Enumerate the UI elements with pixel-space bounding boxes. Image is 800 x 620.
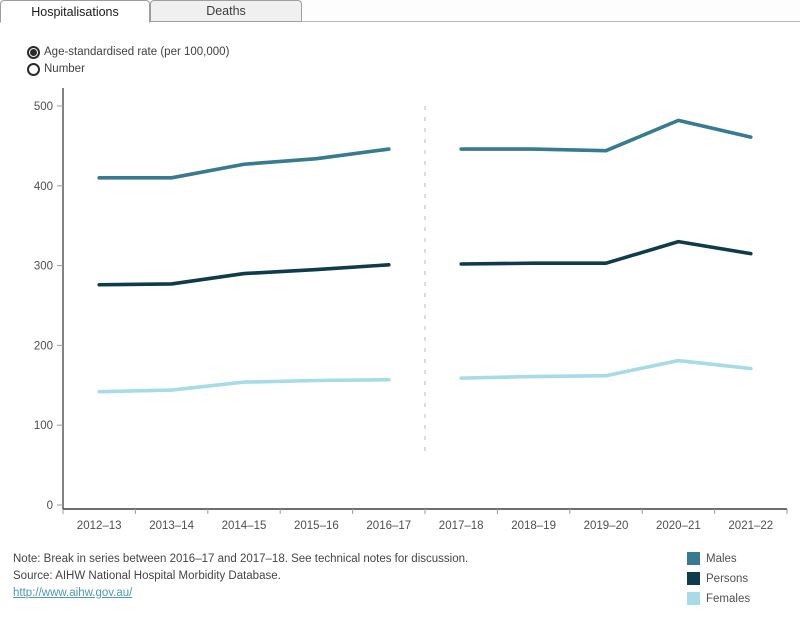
- note-break-in-series: Note: Break in series between 2016–17 an…: [13, 553, 469, 565]
- line-females[interactable]: [459, 358, 753, 380]
- tab-hospitalisations-label: Hospitalisations: [31, 4, 119, 19]
- legend-item-females[interactable]: Females: [687, 589, 750, 608]
- line-persons[interactable]: [459, 239, 753, 266]
- x-tick-label: 2018–19: [511, 520, 556, 532]
- legend-label: Females: [706, 592, 751, 605]
- measure-radio-group: Age-standardised rate (per 100,000) Numb…: [27, 44, 229, 78]
- radio-selected-icon[interactable]: [27, 45, 40, 59]
- legend-swatch-icon: [687, 572, 700, 585]
- x-tick-label: 2014–15: [222, 520, 267, 532]
- note-source: Source: AIHW National Hospital Morbidity…: [13, 570, 281, 582]
- line-persons[interactable]: [97, 263, 391, 287]
- radio-option-number[interactable]: Number: [27, 61, 229, 77]
- radio-unselected-icon[interactable]: [27, 62, 40, 76]
- x-tick-label: 2019–20: [584, 520, 629, 532]
- chart-legend: Males Persons Females: [687, 549, 750, 609]
- x-tick-label: 2015–16: [294, 520, 339, 532]
- legend-item-persons[interactable]: Persons: [687, 569, 750, 588]
- legend-label: Persons: [706, 572, 749, 585]
- radio-rate-label: Age-standardised rate (per 100,000): [44, 46, 230, 58]
- x-tick-label: 2013–14: [149, 520, 194, 532]
- radio-number-label: Number: [44, 63, 85, 75]
- y-tick-label: 100: [34, 420, 53, 432]
- y-tick-label: 400: [34, 181, 53, 193]
- legend-swatch-icon: [687, 552, 700, 565]
- y-tick-label: 500: [34, 101, 53, 113]
- line-males[interactable]: [459, 118, 753, 153]
- x-tick-label: 2012–13: [77, 520, 122, 532]
- legend-label: Males: [706, 552, 737, 565]
- tab-deaths-label: Deaths: [206, 4, 246, 18]
- tab-deaths[interactable]: Deaths: [150, 0, 302, 22]
- y-tick-label: 0: [47, 500, 53, 512]
- legend-swatch-icon: [687, 592, 700, 605]
- radio-option-rate[interactable]: Age-standardised rate (per 100,000): [27, 44, 229, 60]
- line-females[interactable]: [97, 377, 391, 394]
- legend-item-males[interactable]: Males: [687, 549, 750, 568]
- y-tick-label: 200: [34, 340, 53, 352]
- x-tick-label: 2016–17: [366, 520, 411, 532]
- x-tick-label: 2017–18: [439, 520, 484, 532]
- tab-hospitalisations[interactable]: Hospitalisations: [0, 0, 150, 23]
- line-chart: 0 100 200 300 400 500 2012–13 2013–14 2014–15 201…: [34, 88, 788, 532]
- x-tick-label: 2020–21: [656, 520, 701, 532]
- x-tick-label: 2021–22: [728, 520, 773, 532]
- chart-notes: Note: Break in series between 2016–17 an…: [13, 551, 468, 602]
- aihw-link[interactable]: http://www.aihw.gov.au/: [13, 587, 133, 599]
- line-males[interactable]: [97, 147, 391, 180]
- y-tick-label: 300: [34, 261, 53, 273]
- tab-bar: Hospitalisations Deaths: [0, 0, 800, 23]
